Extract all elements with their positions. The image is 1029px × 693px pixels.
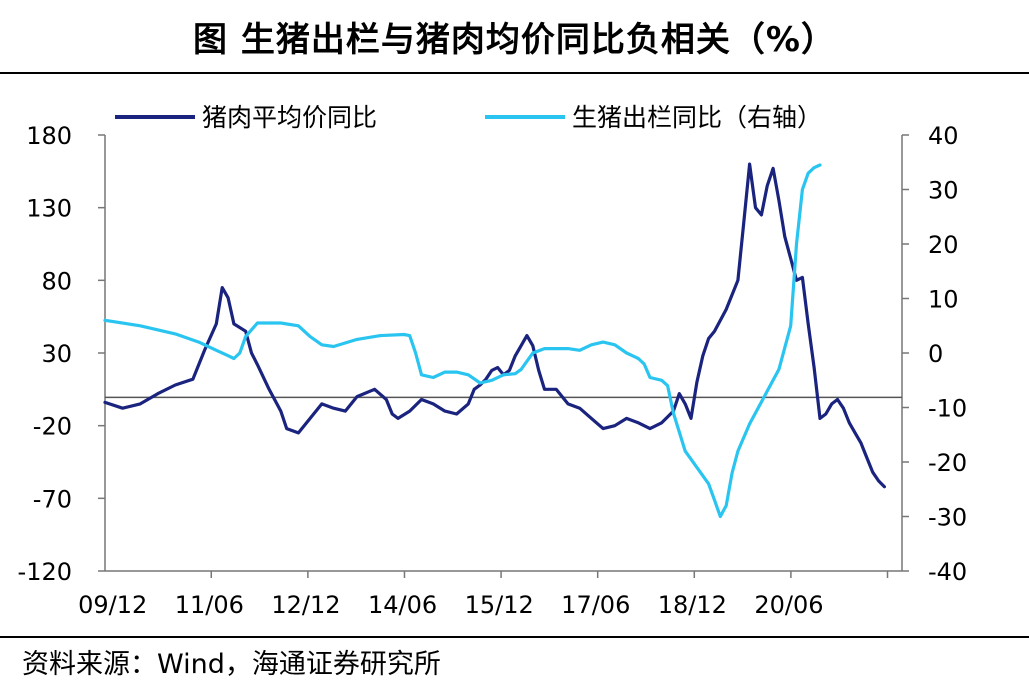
line-chart: 180 130 80 30 -20 -70 -120 40 30 20 10 0 -10 -20 -30 -4… <box>18 103 968 619</box>
right-tick-label: 0 <box>928 340 943 368</box>
tick-labels: 180 130 80 30 -20 -70 -120 40 30 20 10 0 -10 -20 -30 -4… <box>18 122 968 619</box>
legend-label-hog-slaughter: 生猪出栏同比（右轴） <box>572 103 822 132</box>
left-tick-label: -20 <box>33 413 72 441</box>
left-tick-label: 30 <box>41 340 72 368</box>
source-note: 资料来源：Wind，海通证券研究所 <box>22 649 441 680</box>
right-tick-label: 30 <box>928 177 959 205</box>
x-tick-label: 20/06 <box>754 591 823 619</box>
right-tick-label: -40 <box>928 558 967 586</box>
top-rule <box>0 72 1029 74</box>
series-lines <box>103 162 886 519</box>
axes <box>98 134 909 578</box>
right-tick-label: -20 <box>928 449 967 477</box>
right-tick-label: -10 <box>928 395 967 423</box>
x-tick-label: 09/12 <box>78 591 147 619</box>
legend: 猪肉平均价同比 生猪出栏同比（右轴） <box>115 103 822 132</box>
left-tick-label: 180 <box>26 122 72 150</box>
x-tick-label: 18/12 <box>658 591 727 619</box>
x-tick-label: 11/06 <box>175 591 244 619</box>
left-tick-label: 80 <box>41 267 72 295</box>
x-tick-label: 15/12 <box>465 591 534 619</box>
right-tick-label: 10 <box>928 286 959 314</box>
x-tick-label: 17/06 <box>561 591 630 619</box>
x-tick-label: 14/06 <box>368 591 437 619</box>
right-tick-label: 40 <box>928 122 959 150</box>
left-tick-label: -120 <box>18 558 72 586</box>
left-tick-label: 130 <box>26 195 72 223</box>
right-tick-label: -30 <box>928 504 967 532</box>
x-tick-label: 12/12 <box>271 591 340 619</box>
bottom-rule <box>0 636 1029 638</box>
hog-slaughter-yoy-line <box>103 163 822 519</box>
legend-label-pork-price: 猪肉平均价同比 <box>202 103 377 132</box>
left-tick-label: -70 <box>33 485 72 513</box>
pork-price-yoy-line <box>103 162 886 489</box>
right-tick-label: 20 <box>928 231 959 259</box>
chart-title: 图 生猪出栏与猪肉均价同比负相关（%） <box>193 19 836 60</box>
